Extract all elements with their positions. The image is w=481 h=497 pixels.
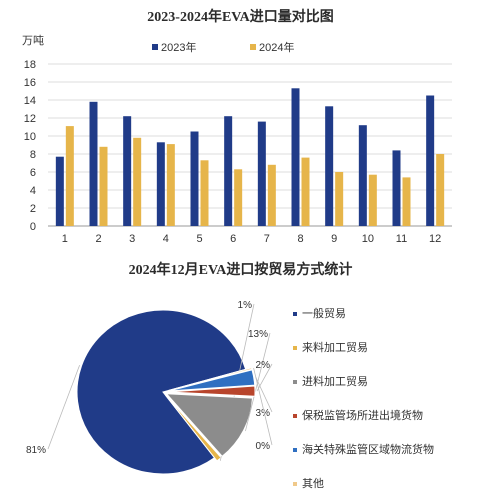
bar-2023年-4: [156, 142, 165, 226]
bar-chart-title: 2023-2024年EVA进口量对比图: [147, 10, 334, 25]
x-tick-label: 1: [62, 233, 68, 245]
y-tick-label: 14: [24, 95, 36, 107]
legend-label: 保税监管场所进出境货物: [302, 408, 423, 422]
bar-2023年-11: [392, 150, 401, 226]
bar-2024年-9: [335, 172, 344, 226]
bar-2023年-8: [291, 88, 300, 226]
legend-swatch: [293, 414, 297, 418]
bar-2024年-3: [133, 137, 142, 226]
x-tick-label: 6: [230, 233, 236, 245]
y-tick-label: 4: [30, 185, 36, 197]
legend-swatch: [152, 44, 158, 50]
pie-data-label: 13%: [248, 329, 268, 340]
legend-label: 一般贸易: [302, 307, 346, 320]
y-tick-label: 0: [30, 221, 36, 233]
x-tick-label: 5: [196, 233, 202, 245]
legend-swatch: [293, 312, 297, 316]
pie-leader-line: [255, 376, 273, 413]
bar-chart-ylabel: 万吨: [22, 35, 44, 47]
bar-2024年-4: [166, 144, 175, 226]
legend-label: 2023年: [161, 40, 196, 54]
bar-2023年-12: [426, 95, 435, 226]
bar-2023年-5: [190, 131, 199, 226]
pie-leader-line: [253, 367, 273, 446]
pie-data-label: 3%: [256, 408, 271, 419]
legend-label: 其他: [302, 477, 324, 490]
legend-label: 2024年: [259, 40, 294, 54]
bar-2024年-8: [301, 157, 310, 226]
x-tick-label: 2: [95, 233, 101, 245]
x-tick-label: 3: [129, 233, 135, 245]
legend-swatch: [250, 44, 256, 50]
legend-swatch: [293, 346, 297, 350]
legend-label: 来料加工贸易: [302, 340, 368, 354]
pie-data-label: 1%: [238, 300, 253, 311]
bar-2023年-3: [123, 116, 132, 226]
x-tick-label: 8: [297, 233, 303, 245]
x-tick-label: 10: [362, 233, 374, 245]
pie-leader-line: [256, 363, 273, 392]
bar-2024年-7: [267, 164, 276, 226]
y-tick-label: 6: [30, 167, 36, 179]
bar-2024年-6: [234, 169, 243, 226]
pie-slice-保税监管场所进出境货物: [168, 385, 256, 397]
pie-data-label: 81%: [26, 445, 46, 456]
bar-2024年-11: [402, 177, 411, 226]
legend-label: 海关特殊监管区域物流货物: [302, 442, 434, 456]
x-tick-label: 11: [396, 233, 407, 245]
bar-2024年-1: [65, 126, 74, 226]
y-tick-label: 12: [24, 113, 36, 125]
pie-leader-line: [47, 365, 80, 450]
x-tick-label: 12: [429, 233, 441, 245]
x-tick-label: 7: [264, 233, 270, 245]
y-tick-label: 2: [30, 203, 36, 215]
x-tick-label: 4: [163, 233, 169, 245]
bar-2024年-5: [200, 160, 209, 226]
pie-chart-title: 2024年12月EVA进口按贸易方式统计: [128, 263, 353, 278]
y-tick-label: 16: [24, 77, 36, 89]
pie-data-label: 2%: [256, 360, 271, 371]
y-tick-label: 10: [24, 131, 36, 143]
bar-2023年-1: [55, 156, 64, 226]
bar-2023年-9: [325, 106, 334, 226]
x-tick-label: 9: [331, 233, 337, 245]
pie-slice-进料加工贸易: [165, 393, 253, 457]
legend-swatch: [293, 448, 297, 452]
pie-chart: 81% 1% 13% 2% 3% 0% 一般贸易来料加工贸易进料加工贸易保税监管场所进出境货…: [26, 300, 434, 490]
bar-2023年-2: [89, 101, 98, 226]
pie-slice-海关特殊监管区域物流货物: [168, 369, 256, 392]
bar-2023年-7: [257, 121, 266, 226]
pie-slice-其他: [168, 367, 253, 391]
legend-swatch: [293, 482, 297, 486]
bar-2023年-6: [224, 116, 233, 226]
y-tick-label: 18: [24, 59, 36, 71]
bar-2024年-2: [99, 146, 108, 226]
bar-2023年-10: [358, 125, 367, 226]
y-tick-label: 8: [30, 149, 36, 161]
bar-2024年-10: [368, 174, 377, 226]
bar-2024年-12: [436, 154, 445, 226]
legend-swatch: [293, 380, 297, 384]
pie-data-label: 0%: [256, 441, 271, 452]
pie-slice-一般贸易: [76, 309, 247, 475]
legend-label: 进料加工贸易: [302, 374, 368, 388]
